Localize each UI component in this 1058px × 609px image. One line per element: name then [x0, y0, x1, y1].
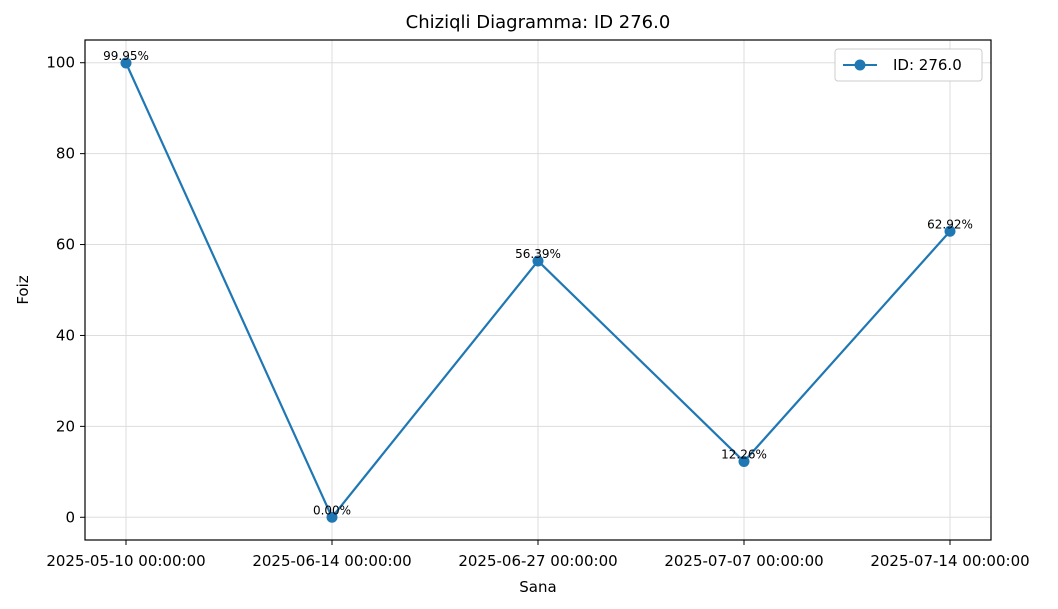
grid-layer — [85, 40, 991, 540]
chart-title: Chiziqli Diagramma: ID 276.0 — [406, 12, 671, 33]
x-tick-label: 2025-07-14 00:00:00 — [870, 552, 1029, 570]
y-tick-label: 20 — [56, 417, 75, 435]
data-point — [738, 456, 750, 468]
data-label: 56.39% — [515, 247, 561, 261]
data-point — [120, 57, 132, 69]
y-tick-label: 40 — [56, 326, 75, 344]
y-tick-label: 0 — [65, 508, 75, 526]
plot-frame — [84, 39, 992, 541]
legend-entry-label: ID: 276.0 — [893, 56, 962, 74]
data-labels: 99.95% 0.00% 56.39% 12.26% 62.92% — [103, 49, 973, 517]
y-tick-label: 60 — [56, 236, 75, 254]
data-label: 99.95% — [103, 49, 149, 63]
y-axis-label: Foiz — [14, 275, 32, 304]
data-label: 12.26% — [721, 448, 767, 462]
data-point — [944, 225, 956, 237]
data-label: 62.92% — [927, 217, 973, 231]
x-tick-label: 2025-05-10 00:00:00 — [46, 552, 205, 570]
data-point — [326, 511, 338, 523]
x-axis-ticks: 2025-05-10 00:00:00 2025-06-14 00:00:00 20… — [46, 540, 1030, 570]
data-point — [532, 255, 544, 267]
legend: ID: 276.0 — [834, 48, 983, 82]
x-axis-label: Sana — [519, 578, 556, 596]
y-tick-label: 100 — [46, 54, 75, 72]
y-tick-label: 80 — [56, 145, 75, 163]
y-axis-ticks: 0 20 40 60 80 100 — [46, 54, 85, 526]
x-tick-label: 2025-06-14 00:00:00 — [252, 552, 411, 570]
legend-box — [834, 48, 983, 82]
legend-marker-icon — [854, 59, 866, 71]
x-tick-label: 2025-06-27 00:00:00 — [458, 552, 617, 570]
data-label: 0.00% — [313, 503, 351, 517]
series-layer — [120, 57, 956, 523]
x-tick-label: 2025-07-07 00:00:00 — [664, 552, 823, 570]
